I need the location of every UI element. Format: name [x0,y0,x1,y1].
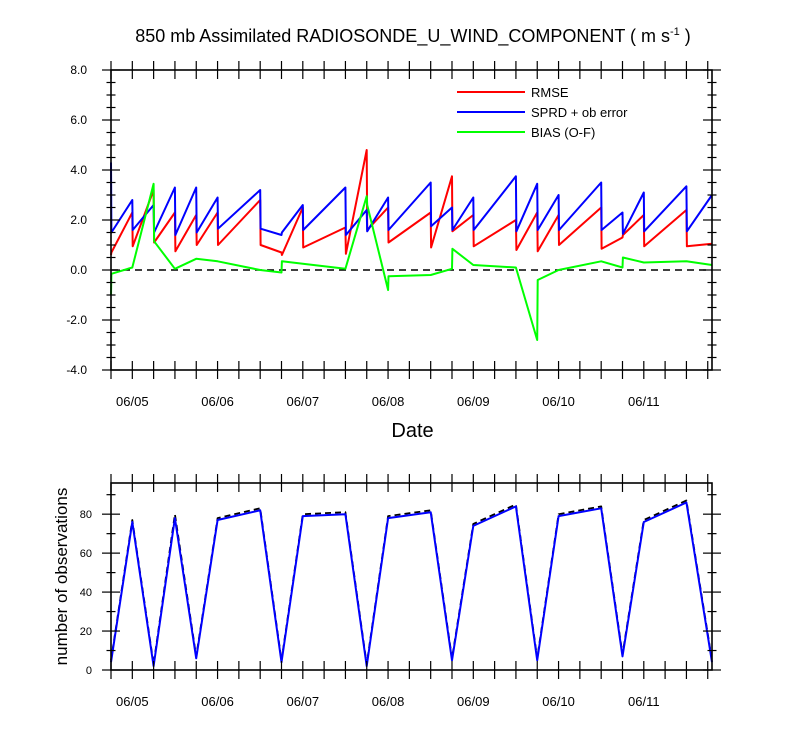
y-tick-label: 20 [80,626,92,638]
x-tick-label: 06/11 [628,694,660,709]
y-tick-label: -4.0 [66,363,87,377]
legend: RMSE SPRD + ob error BIAS (O-F) [457,85,628,140]
series-line-bias-o-f [110,182,713,341]
x-tick-label: 06/09 [457,394,490,409]
x-tick-label: 06/07 [287,694,320,709]
legend-label-bias-o-f: BIAS (O-F) [531,125,595,140]
x-tick-label: 06/06 [201,394,234,409]
x-tick-label: 06/07 [287,394,320,409]
chart-title: 850 mb Assimilated RADIOSONDE_U_WIND_COM… [135,26,691,47]
series-line-obs-possible [110,499,713,666]
x-tick-label: 06/05 [116,694,149,709]
y-tick-label: 2.0 [70,213,87,227]
y-tick-label: 60 [80,548,92,560]
top-chart: 06/05 06/06 06/07 06/08 06/09 06/10 06/11 -4.0 -… [66,61,721,442]
series-line-obs-used [110,501,713,668]
y-tick-label: 80 [80,509,92,521]
y-tick-label: 8.0 [70,63,87,77]
x-tick-label: 06/08 [372,694,405,709]
x-axis-title: Date [391,420,433,442]
x-tick-label: 06/11 [628,394,660,409]
x-tick-label: 06/05 [116,394,149,409]
y-tick-label: -2.0 [66,313,87,327]
legend-label-sprd-ob-error: SPRD + ob error [531,105,628,120]
x-tick-label: 06/06 [201,694,234,709]
legend-label-rmse: RMSE [531,85,569,100]
y-tick-label: 6.0 [70,113,87,127]
y-tick-label: 0 [86,665,92,677]
x-tick-label: 06/09 [457,694,490,709]
y-axis-title: number of observations [52,488,71,666]
series-line-sprd-ob-error [110,162,713,236]
plot-frame [110,482,713,671]
x-tick-label: 06/10 [542,394,575,409]
x-tick-label: 06/08 [372,394,405,409]
series-line-rmse [110,149,713,256]
y-tick-label: 4.0 [70,163,87,177]
bottom-chart: 06/05 06/06 06/07 06/08 06/09 06/10 06/11 0 20 40… [52,474,721,709]
y-tick-label: 40 [80,587,92,599]
y-tick-label: 0.0 [70,263,87,277]
x-tick-label: 06/10 [542,694,575,709]
